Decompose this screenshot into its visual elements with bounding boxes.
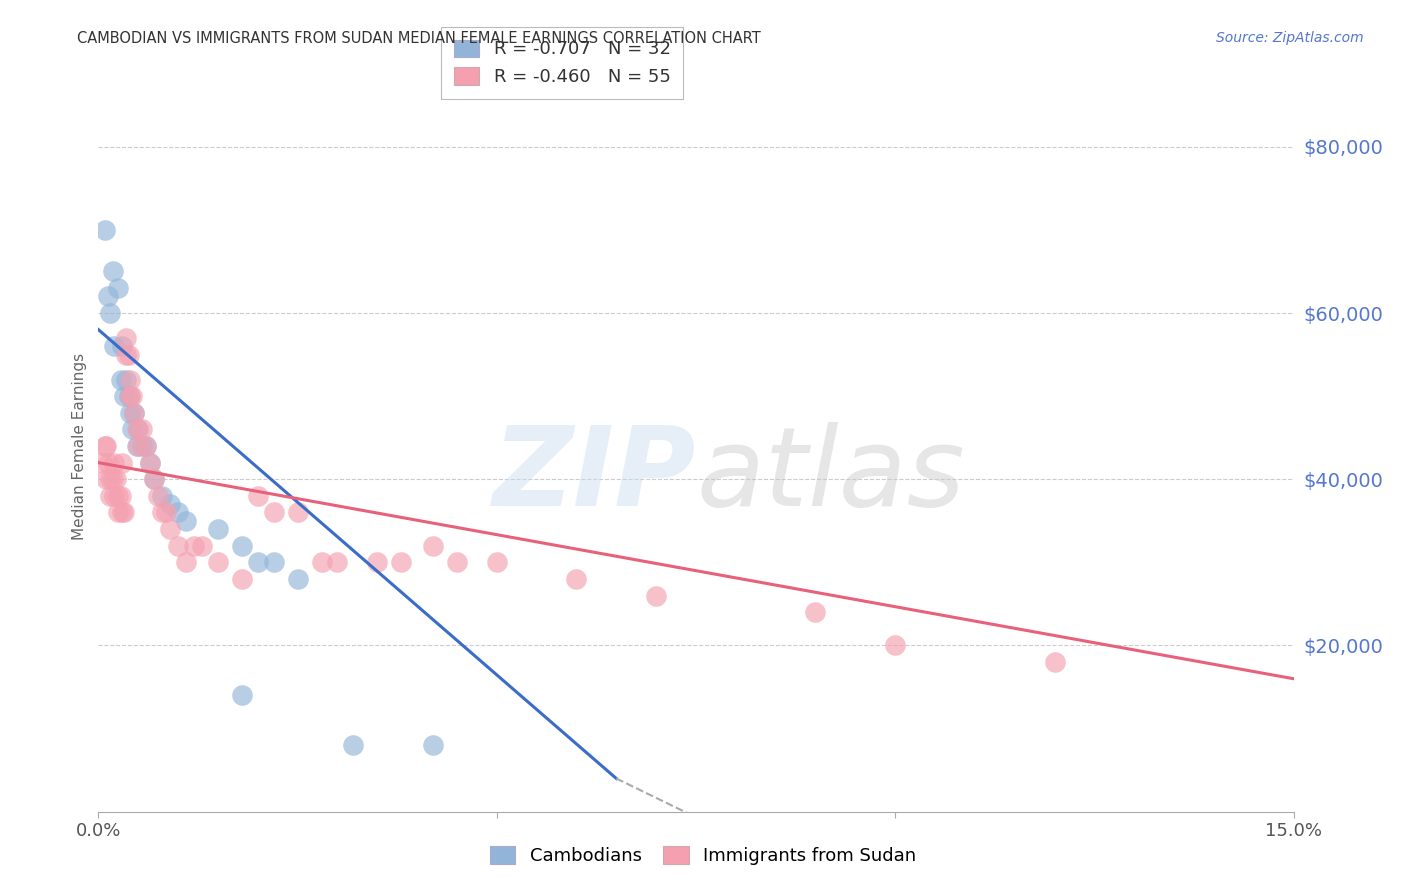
Point	[131, 439, 153, 453]
Point	[422, 738, 444, 752]
Point	[246, 555, 269, 569]
Point	[174, 514, 197, 528]
Point	[150, 489, 173, 503]
Point	[143, 472, 166, 486]
Point	[246, 489, 269, 503]
Point	[118, 347, 141, 362]
Point	[127, 439, 149, 453]
Point	[167, 539, 190, 553]
Point	[263, 555, 285, 569]
Point	[111, 456, 134, 470]
Point	[98, 306, 122, 320]
Point	[150, 506, 173, 520]
Point	[120, 372, 142, 386]
Point	[121, 389, 143, 403]
Point	[804, 605, 827, 619]
Point	[115, 372, 138, 386]
Point	[103, 489, 125, 503]
Point	[103, 456, 125, 470]
Point	[98, 489, 122, 503]
Point	[159, 497, 181, 511]
Point	[884, 639, 907, 653]
Point	[167, 506, 190, 520]
Point	[231, 572, 253, 586]
Point	[287, 572, 309, 586]
Point	[124, 406, 146, 420]
Point	[121, 422, 143, 436]
Point	[96, 472, 118, 486]
Point	[342, 738, 364, 752]
Point	[91, 456, 114, 470]
Point	[159, 522, 181, 536]
Point	[231, 539, 253, 553]
Point	[111, 506, 134, 520]
Point	[120, 406, 142, 420]
Text: CAMBODIAN VS IMMIGRANTS FROM SUDAN MEDIAN FEMALE EARNINGS CORRELATION CHART: CAMBODIAN VS IMMIGRANTS FROM SUDAN MEDIA…	[77, 31, 761, 46]
Point	[446, 555, 468, 569]
Point	[111, 339, 134, 353]
Point	[311, 555, 333, 569]
Point	[110, 489, 132, 503]
Point	[97, 456, 120, 470]
Point	[287, 506, 309, 520]
Point	[112, 389, 135, 403]
Point	[645, 589, 668, 603]
Point	[125, 422, 148, 436]
Point	[110, 372, 132, 386]
Point	[422, 539, 444, 553]
Point	[139, 456, 162, 470]
Point	[103, 339, 125, 353]
Point	[155, 506, 177, 520]
Point	[118, 389, 141, 403]
Point	[127, 422, 149, 436]
Point	[231, 689, 253, 703]
Point	[389, 555, 412, 569]
Point	[107, 506, 129, 520]
Point	[565, 572, 588, 586]
Point	[326, 555, 349, 569]
Point	[107, 281, 129, 295]
Point	[101, 264, 124, 278]
Text: atlas: atlas	[696, 422, 965, 529]
Point	[94, 223, 117, 237]
Point	[139, 456, 162, 470]
Point	[98, 472, 122, 486]
Point	[125, 439, 148, 453]
Point	[115, 331, 138, 345]
Point	[485, 555, 508, 569]
Point	[94, 439, 117, 453]
Point	[120, 389, 142, 403]
Point	[1043, 655, 1066, 669]
Point	[148, 489, 170, 503]
Point	[124, 406, 146, 420]
Point	[115, 347, 138, 362]
Text: Source: ZipAtlas.com: Source: ZipAtlas.com	[1216, 31, 1364, 45]
Point	[263, 506, 285, 520]
Point	[107, 489, 129, 503]
Point	[207, 555, 229, 569]
Point	[131, 422, 153, 436]
Point	[104, 472, 127, 486]
Point	[135, 439, 157, 453]
Point	[97, 289, 120, 303]
Point	[207, 522, 229, 536]
Point	[366, 555, 388, 569]
Point	[174, 555, 197, 569]
Y-axis label: Median Female Earnings: Median Female Earnings	[72, 352, 87, 540]
Text: ZIP: ZIP	[492, 422, 696, 529]
Legend: Cambodians, Immigrants from Sudan: Cambodians, Immigrants from Sudan	[481, 838, 925, 874]
Point	[135, 439, 157, 453]
Point	[112, 506, 135, 520]
Point	[183, 539, 205, 553]
Point	[191, 539, 214, 553]
Point	[96, 439, 118, 453]
Point	[101, 472, 124, 486]
Point	[143, 472, 166, 486]
